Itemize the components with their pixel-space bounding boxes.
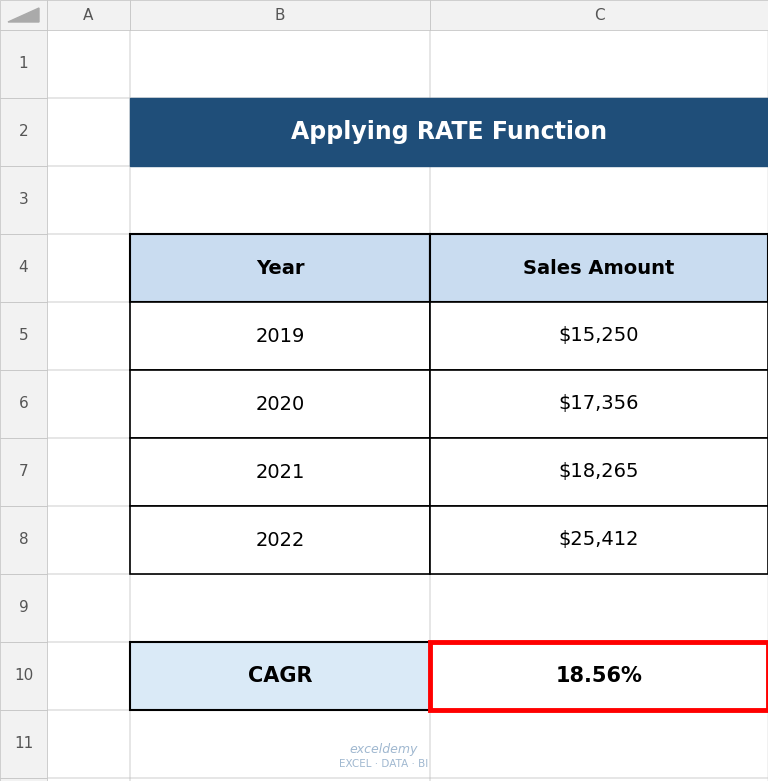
Bar [430,710,768,778]
Bar [130,166,430,234]
Text: 4: 4 [18,261,28,276]
Bar [430,370,768,438]
Text: 7: 7 [18,465,28,480]
Bar [430,642,768,710]
Bar [0,506,47,574]
Text: $25,412: $25,412 [559,530,639,550]
Bar [47,302,130,370]
Bar [130,642,430,710]
Bar [430,234,768,302]
Text: 9: 9 [18,601,28,615]
Polygon shape [8,8,39,22]
Bar [47,710,130,778]
Bar [130,234,430,302]
Text: 2020: 2020 [256,394,305,413]
Bar [130,234,430,302]
Text: A: A [83,8,94,23]
Bar [130,506,430,574]
Text: CAGR: CAGR [248,666,313,686]
Bar [0,234,47,302]
Text: 5: 5 [18,329,28,344]
Bar [47,98,130,166]
Text: exceldemy: exceldemy [349,744,419,757]
Text: 10: 10 [14,669,33,683]
Bar [430,642,768,710]
Bar [130,0,430,30]
Bar [430,438,768,506]
Text: C: C [594,8,604,23]
Text: $17,356: $17,356 [559,394,639,413]
Text: 6: 6 [18,397,28,412]
Bar [0,0,47,30]
Text: 11: 11 [14,736,33,751]
Bar [0,30,47,98]
Bar [47,234,130,302]
Bar [47,30,130,98]
Bar [430,506,768,574]
Bar [0,166,47,234]
Text: 2019: 2019 [255,326,305,345]
Bar [47,0,130,30]
Bar [0,98,47,166]
Bar [0,778,47,781]
Text: $18,265: $18,265 [559,462,639,482]
Text: Sales Amount: Sales Amount [523,259,674,277]
Bar [47,574,130,642]
Bar [0,710,47,778]
Bar [47,438,130,506]
Bar [130,30,430,98]
Bar [130,710,430,778]
Bar [47,166,130,234]
Bar [47,778,130,781]
Bar [47,506,130,574]
Bar [130,98,430,166]
Bar [430,234,768,302]
Text: 3: 3 [18,192,28,208]
Text: 2021: 2021 [255,462,305,482]
Bar [430,98,768,166]
Bar [47,642,130,710]
Bar [430,438,768,506]
Bar [130,438,430,506]
Bar [430,574,768,642]
Bar [130,778,430,781]
Bar [130,302,430,370]
Bar [0,574,47,642]
Text: Year: Year [256,259,304,277]
Bar [130,642,430,710]
Bar [130,438,430,506]
Bar [430,0,768,30]
Text: EXCEL · DATA · BI: EXCEL · DATA · BI [339,759,429,769]
Bar [0,370,47,438]
Text: 2022: 2022 [255,530,305,550]
Text: 1: 1 [18,56,28,72]
Text: 2: 2 [18,124,28,140]
Bar [130,370,430,438]
Text: $15,250: $15,250 [559,326,639,345]
Text: B: B [275,8,285,23]
Bar [130,98,768,166]
Bar [130,302,430,370]
Bar [430,30,768,98]
Bar [0,642,47,710]
Bar [130,574,430,642]
Bar [430,370,768,438]
Bar [130,370,430,438]
Text: Applying RATE Function: Applying RATE Function [291,120,607,144]
Bar [430,506,768,574]
Text: 18.56%: 18.56% [555,666,643,686]
Bar [430,778,768,781]
Bar [430,166,768,234]
Bar [430,302,768,370]
Bar [130,506,430,574]
Bar [0,302,47,370]
Text: 8: 8 [18,533,28,547]
Bar [430,302,768,370]
Bar [0,438,47,506]
Bar [430,642,768,710]
Bar [47,370,130,438]
